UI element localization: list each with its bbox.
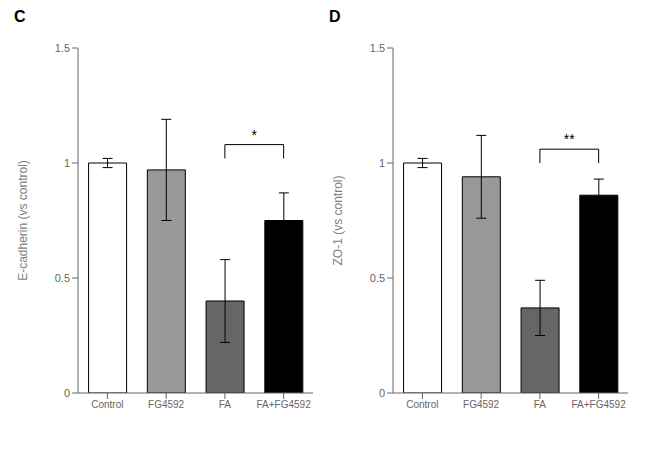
svg-text:FA+FG4592: FA+FG4592 [257, 399, 312, 410]
html-text:D: D [329, 8, 341, 25]
svg-text:FG4592: FG4592 [148, 399, 185, 410]
svg-text:FG4592: FG4592 [463, 399, 500, 410]
svg-text:0.5: 0.5 [370, 272, 385, 284]
svg-text:Control: Control [91, 399, 123, 410]
svg-text:FA: FA [219, 399, 232, 410]
html-text:C: C [14, 8, 26, 25]
svg-text:FA+FG4592: FA+FG4592 [572, 399, 627, 410]
svg-text:1: 1 [64, 157, 70, 169]
svg-text:E-cadherin (vs control): E-cadherin (vs control) [16, 160, 30, 281]
svg-text:Control: Control [406, 399, 438, 410]
svg-text:ZO-1 (vs control): ZO-1 (vs control) [331, 175, 345, 265]
svg-text:0: 0 [379, 387, 385, 399]
svg-text:1: 1 [379, 157, 385, 169]
svg-text:1.5: 1.5 [55, 42, 70, 54]
svg-text:0.5: 0.5 [55, 272, 70, 284]
svg-text:*: * [252, 127, 258, 143]
svg-text:1.5: 1.5 [370, 42, 385, 54]
svg-text:**: ** [564, 131, 575, 147]
svg-text:FA: FA [534, 399, 547, 410]
svg-text:0: 0 [64, 387, 70, 399]
